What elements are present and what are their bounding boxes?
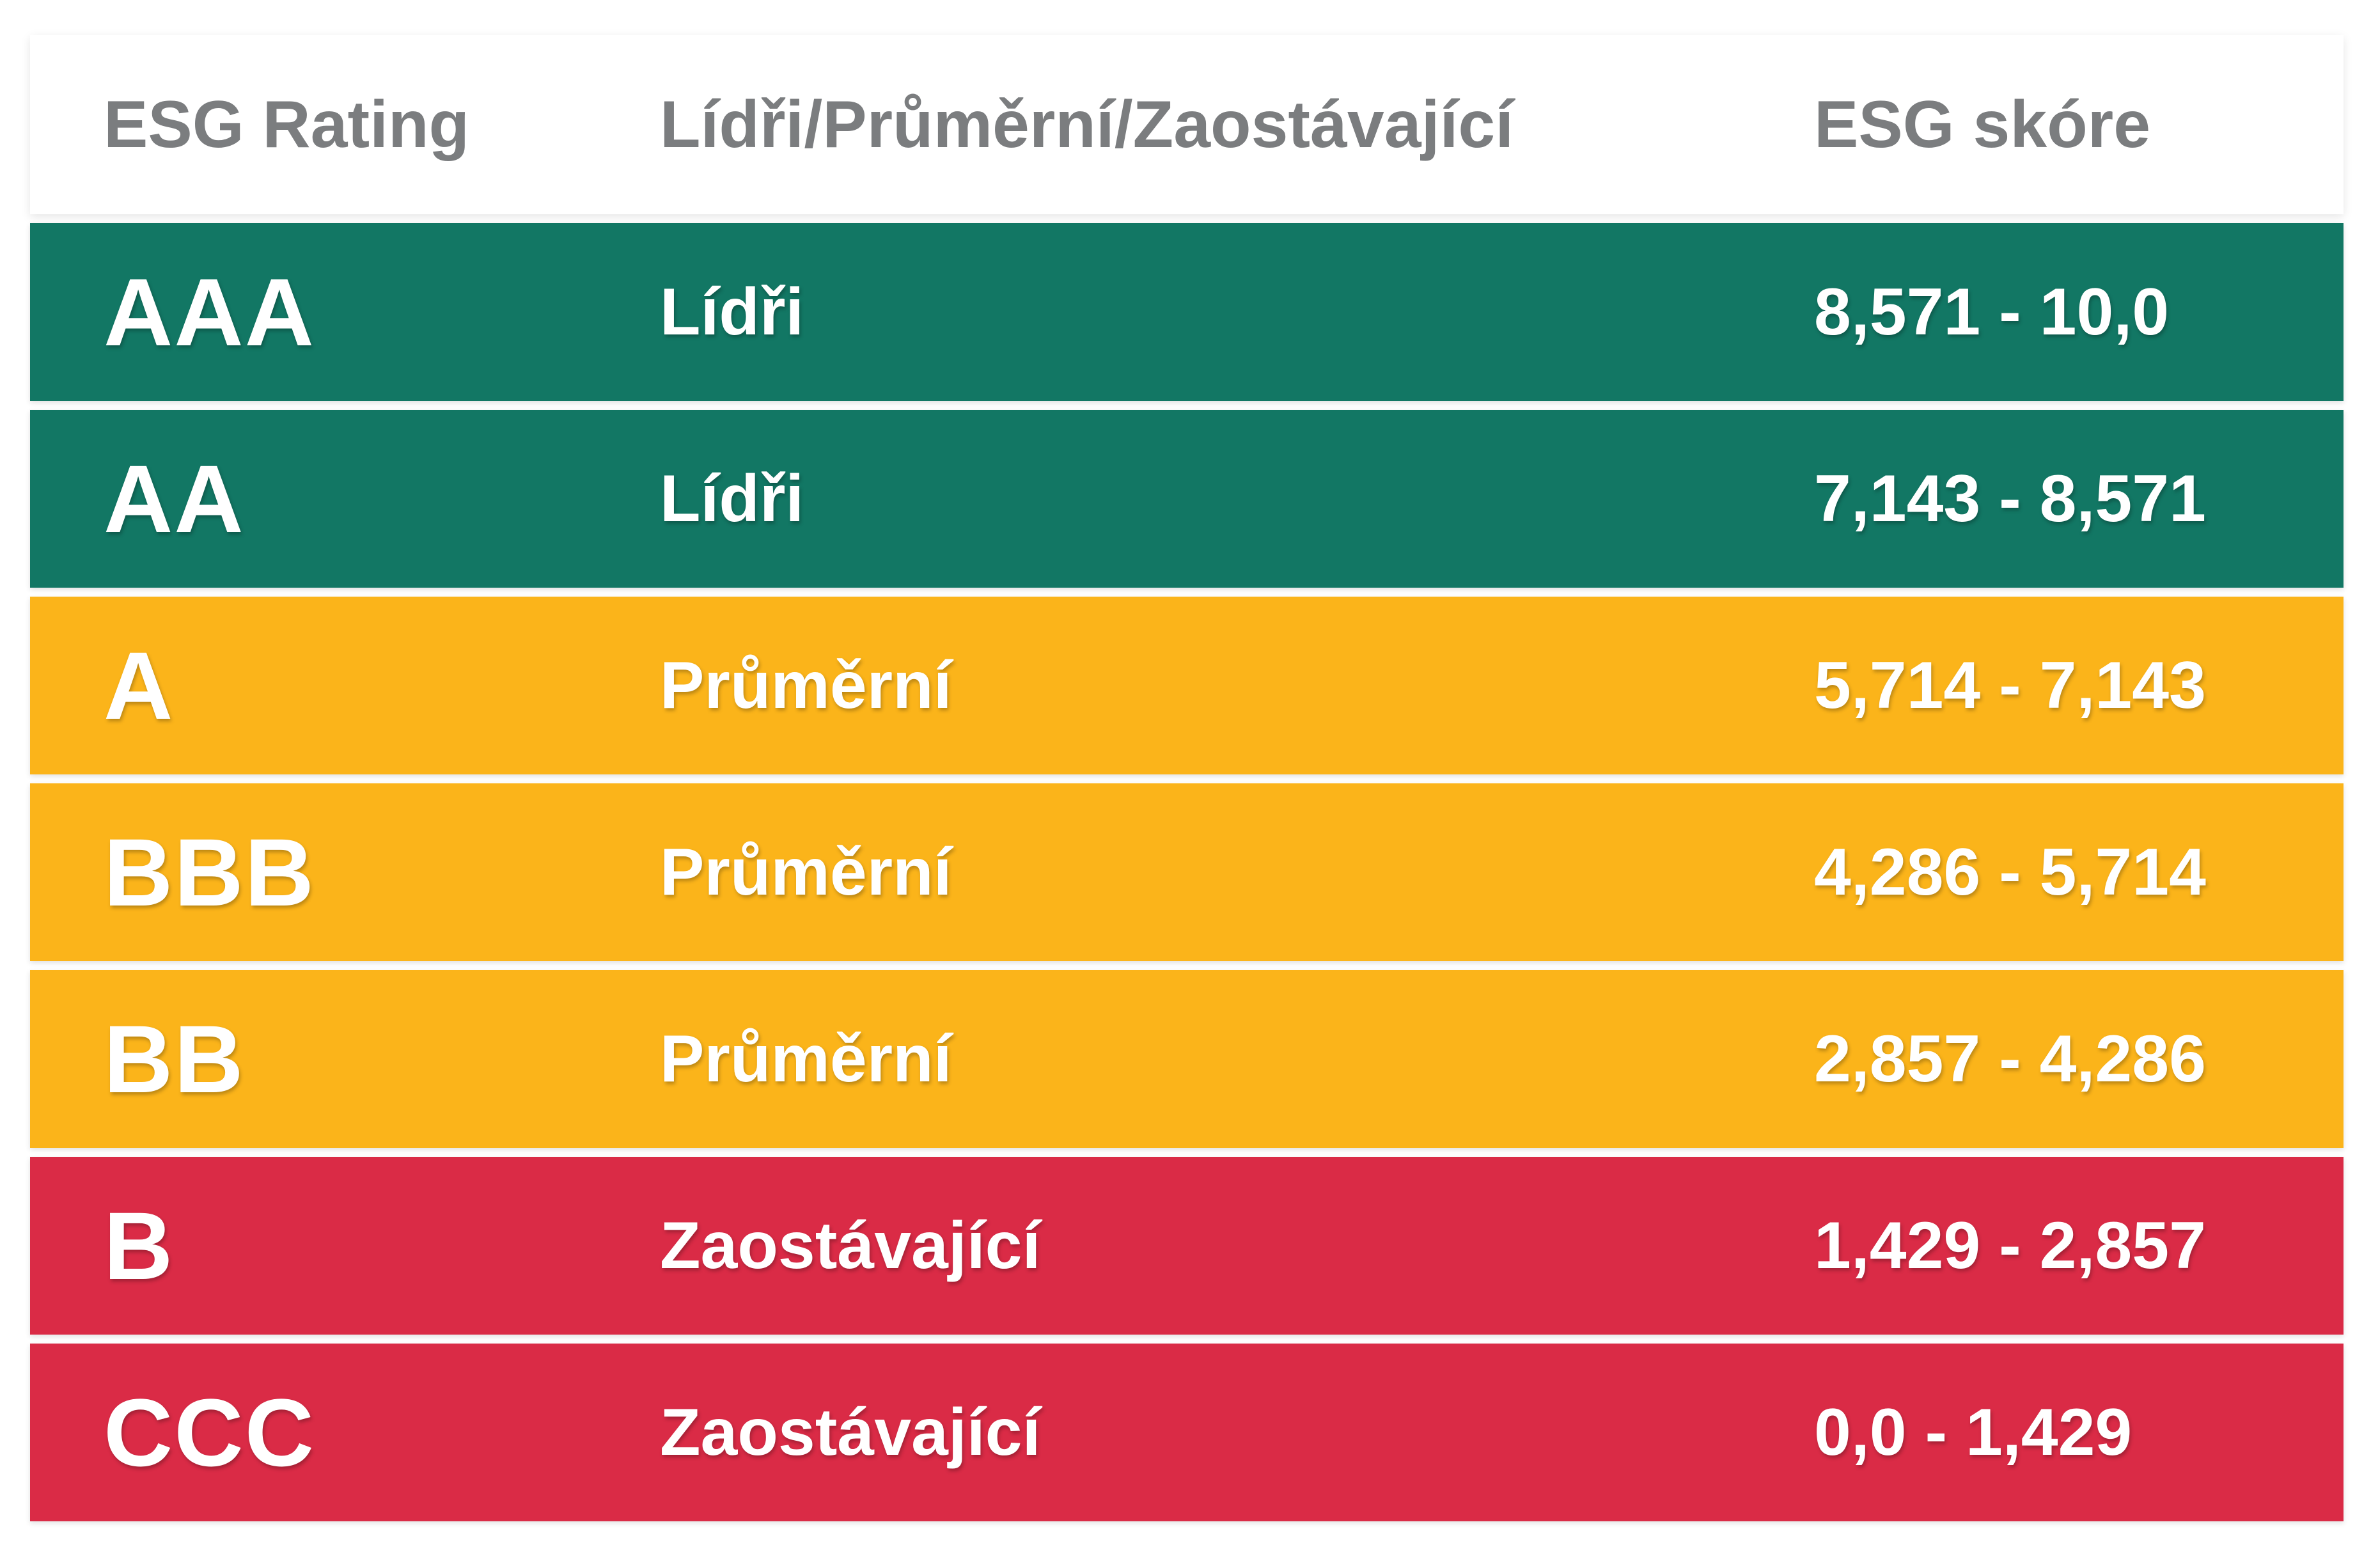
score-cell: 2,857 - 4,286	[1814, 1021, 2206, 1096]
table-row: A Průměrní 5,714 - 7,143	[30, 597, 2344, 774]
group-cell: Lídři	[660, 274, 804, 349]
esg-rating-table: ESG Rating Lídři/Průměrní/Zaostávající E…	[30, 35, 2344, 1521]
table-row: B Zaostávající 1,429 - 2,857	[30, 1157, 2344, 1335]
group-cell: Průměrní	[660, 648, 952, 723]
table-row: BB Průměrní 2,857 - 4,286	[30, 970, 2344, 1148]
rating-cell: A	[104, 631, 175, 739]
group-cell: Průměrní	[660, 835, 952, 909]
group-cell: Zaostávající	[660, 1395, 1041, 1470]
header-esg-score: ESG skóre	[1814, 88, 2151, 162]
table-row: AA Lídři 7,143 - 8,571	[30, 410, 2344, 588]
score-cell: 1,429 - 2,857	[1814, 1208, 2206, 1283]
table-row: CCC Zaostávající 0,0 - 1,429	[30, 1344, 2344, 1521]
group-cell: Lídři	[660, 461, 804, 536]
table-header: ESG Rating Lídři/Průměrní/Zaostávající E…	[30, 35, 2344, 214]
rating-cell: B	[104, 1191, 175, 1299]
score-cell: 0,0 - 1,429	[1814, 1395, 2132, 1470]
group-cell: Zaostávající	[660, 1208, 1041, 1283]
table-row: AAA Lídři 8,571 - 10,0	[30, 223, 2344, 401]
rating-cell: CCC	[104, 1378, 315, 1486]
rating-cell: BBB	[104, 818, 315, 926]
score-cell: 5,714 - 7,143	[1814, 648, 2206, 723]
score-cell: 8,571 - 10,0	[1814, 274, 2170, 349]
rating-cell: AA	[104, 444, 245, 553]
group-cell: Průměrní	[660, 1021, 952, 1096]
header-group: Lídři/Průměrní/Zaostávající	[660, 88, 1514, 162]
header-esg-rating: ESG Rating	[104, 88, 470, 162]
table-row: BBB Průměrní 4,286 - 5,714	[30, 783, 2344, 961]
score-cell: 7,143 - 8,571	[1814, 461, 2206, 536]
rating-cell: BB	[104, 1005, 245, 1113]
rating-cell: AAA	[104, 258, 315, 366]
score-cell: 4,286 - 5,714	[1814, 835, 2206, 909]
